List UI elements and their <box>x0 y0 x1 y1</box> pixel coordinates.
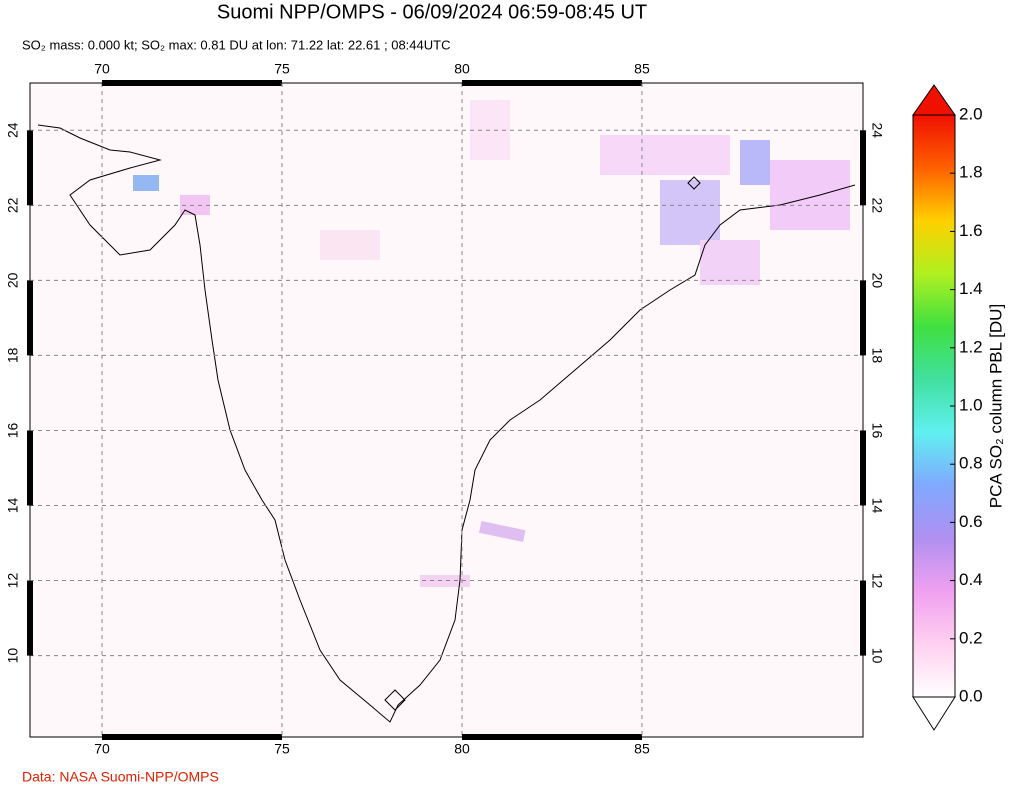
lat-tick-label: 24 <box>5 122 21 138</box>
lat-tick-label: 14 <box>5 497 21 513</box>
lon-tick-label: 80 <box>454 741 470 757</box>
colorbar-tick-label: 1.2 <box>959 337 983 356</box>
coastline <box>37 124 856 723</box>
colorbar-tick-label: 1.0 <box>959 395 983 414</box>
lat-tick-label: 12 <box>869 573 885 589</box>
lat-tick-label: 16 <box>869 423 885 439</box>
lat-tick-label: 14 <box>869 498 885 514</box>
lat-tick-label: 20 <box>869 273 885 289</box>
lon-tick-label: 70 <box>94 741 110 757</box>
colorbar-label: PCA SO₂ column PBL [DU] <box>986 304 1005 508</box>
footer: Data: NASA Suomi-NPP/OMPS <box>22 769 219 785</box>
title: Suomi NPP/OMPS - 06/09/2024 06:59-08:45 … <box>217 1 647 23</box>
colorbar-bottom <box>912 696 956 731</box>
lat-tick-label: 10 <box>869 648 885 664</box>
lon-tick-label: 70 <box>94 61 110 77</box>
colorbar-tick-label: 0.0 <box>959 686 983 705</box>
colorbar-tick-label: 0.8 <box>959 454 983 473</box>
lat-tick-label: 22 <box>5 197 21 213</box>
lon-tick-label: 75 <box>274 61 290 77</box>
lon-tick-label: 85 <box>634 741 650 757</box>
colorbar <box>912 114 956 698</box>
colorbar-top <box>912 84 956 116</box>
lon-tick-label: 75 <box>274 741 290 757</box>
colorbar-tick-label: 0.4 <box>959 570 983 589</box>
lat-tick-label: 20 <box>5 272 21 288</box>
map-frame <box>29 82 864 738</box>
lat-tick-label: 18 <box>5 347 21 363</box>
lat-tick-label: 18 <box>869 348 885 364</box>
map-background <box>30 83 863 737</box>
lat-tick-label: 10 <box>5 648 21 664</box>
lat-tick-label: 24 <box>869 122 885 138</box>
colorbar-tick-label: 0.2 <box>959 628 983 647</box>
lat-tick-label: 16 <box>5 422 21 438</box>
lon-tick-label: 80 <box>454 61 470 77</box>
subtitle: SO₂ mass: 0.000 kt; SO₂ max: 0.81 DU at … <box>22 37 450 52</box>
lat-tick-label: 12 <box>5 573 21 589</box>
lat-tick-label: 22 <box>869 198 885 214</box>
colorbar-tick-label: 1.8 <box>959 163 983 182</box>
so2-pixels <box>133 100 850 587</box>
marker <box>384 176 701 711</box>
colorbar-tick-label: 2.0 <box>959 104 983 123</box>
colorbar-tick-label: 1.6 <box>959 221 983 240</box>
lon-tick-label: 85 <box>634 61 650 77</box>
colorbar-tick-label: 0.6 <box>959 512 983 531</box>
colorbar-tick-label: 1.4 <box>959 279 983 298</box>
